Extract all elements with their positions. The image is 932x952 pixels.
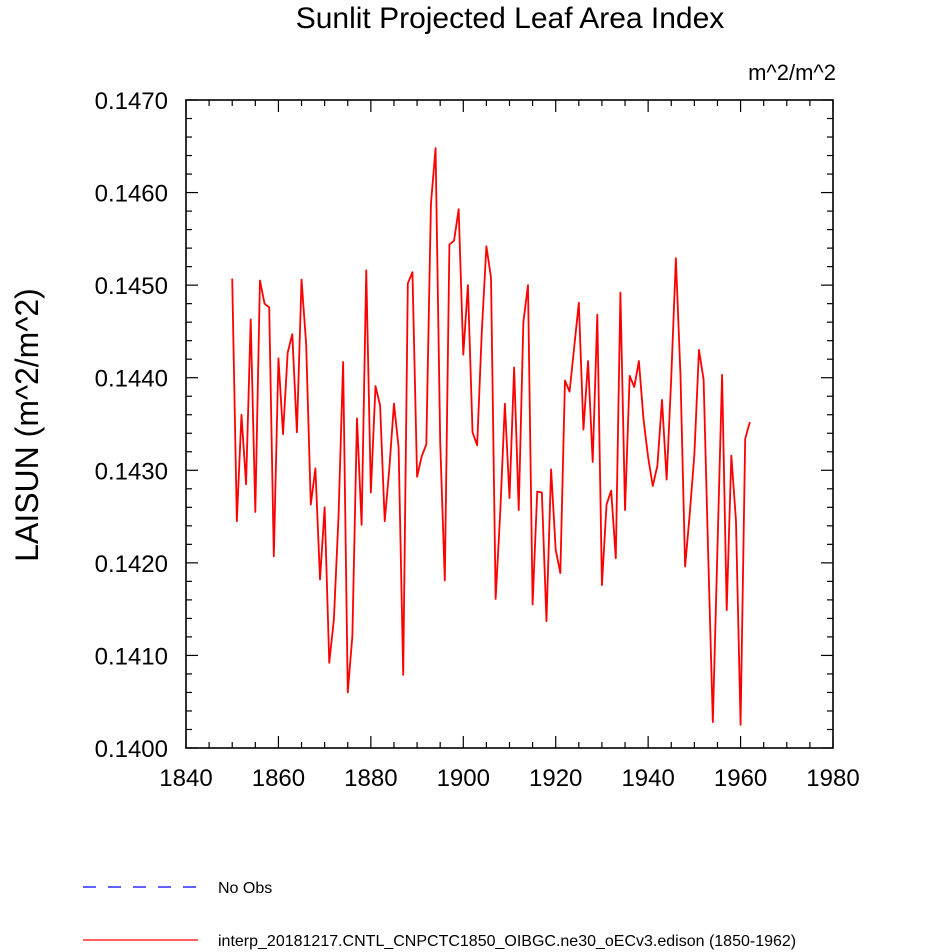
x-tick-label: 1980 <box>806 765 859 792</box>
x-tick-label: 1840 <box>159 765 212 792</box>
chart-units: m^2/m^2 <box>748 60 836 85</box>
y-tick-label: 0.1400 <box>95 736 168 763</box>
x-tick-label: 1880 <box>344 765 397 792</box>
x-tick-label: 1860 <box>252 765 305 792</box>
y-tick-label: 0.1460 <box>95 181 168 208</box>
y-tick-label: 0.1470 <box>95 88 168 115</box>
y-tick-label: 0.1420 <box>95 551 168 578</box>
x-tick-label: 1960 <box>714 765 767 792</box>
legend-label-model: interp_20181217.CNTL_CNPCTC1850_OIBGC.ne… <box>218 933 796 950</box>
y-tick-label: 0.1450 <box>95 273 168 300</box>
y-axis-label: LAISUN (m^2/m^2) <box>9 288 45 562</box>
legend: No Obs interp_20181217.CNTL_CNPCTC1850_O… <box>83 880 796 950</box>
plot-frame <box>185 99 834 749</box>
x-tick-label: 1940 <box>621 765 674 792</box>
y-tick-label: 0.1410 <box>95 643 168 670</box>
y-tick-label: 0.1430 <box>95 458 168 485</box>
legend-label-no-obs: No Obs <box>218 880 272 897</box>
series-group <box>231 147 751 726</box>
series-line-0 <box>231 147 751 726</box>
x-tick-label: 1920 <box>529 765 582 792</box>
y-tick-label: 0.1440 <box>95 366 168 393</box>
chart-title: Sunlit Projected Leaf Area Index <box>296 2 725 35</box>
axis-ticks: 1840 1860 1880 1900 1920 1940 1960 1980 0.1400 0.… <box>95 88 860 792</box>
x-tick-label: 1900 <box>437 765 490 792</box>
